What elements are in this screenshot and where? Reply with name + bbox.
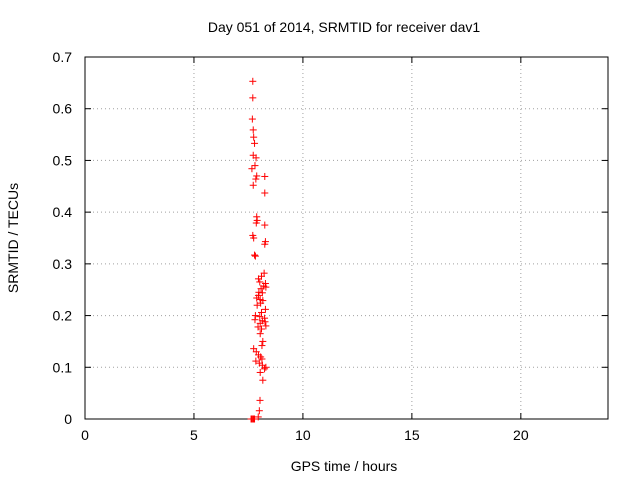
x-tick-label: 15 [404,427,420,443]
data-point [261,305,269,313]
data-point [259,337,267,345]
data-point [253,172,261,180]
data-point [252,219,260,227]
data-point [262,363,270,371]
y-tick-label: 0.1 [53,359,73,375]
data-point [256,368,264,376]
y-tick-label: 0 [64,411,72,427]
data-point [251,316,259,324]
data-point [249,77,257,85]
data-point [251,162,259,170]
data-point [261,189,269,197]
data-point [256,319,264,327]
y-tick-label: 0.7 [53,49,73,65]
data-point [254,275,262,283]
data-point [261,365,269,373]
x-tick-label: 20 [513,427,529,443]
data-point [257,285,265,293]
data-point [256,396,264,404]
y-tick-label: 0.6 [53,101,73,117]
axis-layer [84,56,609,420]
x-axis-label: GPS time / hours [291,458,398,474]
x-tick-label: 5 [190,427,198,443]
data-point [251,252,259,260]
data-point [254,413,262,421]
data-point [249,126,257,134]
y-tick-label: 0.4 [53,204,73,220]
data-point [251,251,259,259]
x-tick-label: 10 [295,427,311,443]
y-tick-label: 0.2 [53,308,73,324]
data-point [261,172,269,180]
data-point [248,165,256,173]
data-point [253,294,261,302]
data-point [248,115,256,123]
data-point [256,278,264,286]
data-point [259,376,267,384]
x-tick-label: 0 [81,427,89,443]
data-point [261,318,269,326]
data-point [255,407,263,415]
data-point [256,313,264,321]
data-point [261,221,269,229]
data-point [258,289,266,297]
tick-labels: 0 5 10 15 20 0 0.1 0.2 0.3 0.4 0.5 0.6 0.7 [53,49,529,443]
y-tick-label: 0.3 [53,256,73,272]
data-point [249,94,257,102]
points-layer [247,77,270,423]
data-point [258,325,266,333]
data-point [261,240,269,248]
data-point [253,301,261,309]
data-point [262,283,270,291]
data-point [249,181,257,189]
chart-title: Day 051 of 2014, SRMTID for receiver dav… [208,19,481,35]
y-axis-label: SRMTID / TECUs [5,183,21,293]
grid-layer [85,57,608,419]
data-point [258,355,266,363]
data-point [258,308,266,316]
data-point [250,234,258,242]
data-point [250,133,258,141]
data-point [252,175,260,183]
data-point [252,154,260,162]
plot-border [84,56,609,420]
y-tick-label: 0.5 [53,152,73,168]
data-point [256,330,264,338]
data-point [251,415,259,423]
data-point [262,322,270,330]
data-point [258,342,266,350]
data-point [251,139,259,147]
